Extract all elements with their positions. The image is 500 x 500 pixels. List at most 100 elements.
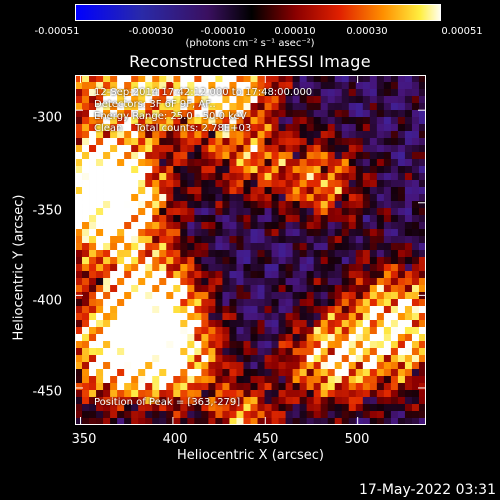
heatmap-cell bbox=[131, 215, 139, 223]
heatmap-cell bbox=[397, 138, 406, 146]
heatmap-cell bbox=[159, 306, 167, 314]
heatmap-cell bbox=[208, 271, 216, 279]
heatmap-cell bbox=[89, 411, 97, 419]
heatmap-cell bbox=[411, 131, 420, 139]
heatmap-cell bbox=[173, 180, 181, 188]
heatmap-cell bbox=[341, 334, 350, 342]
heatmap-cell bbox=[173, 271, 181, 279]
heatmap-cell bbox=[404, 173, 413, 181]
heatmap-cell bbox=[362, 341, 371, 349]
heatmap-cell bbox=[369, 243, 378, 251]
heatmap-cell bbox=[89, 201, 97, 209]
heatmap-cell bbox=[341, 418, 350, 425]
heatmap-cell bbox=[320, 327, 329, 335]
peak-annotation: Position of Peak = [363,-279] bbox=[94, 397, 241, 408]
heatmap-cell bbox=[152, 250, 160, 258]
heatmap-cell bbox=[355, 292, 364, 300]
heatmap-cell bbox=[327, 110, 336, 118]
heatmap-cell bbox=[208, 383, 216, 391]
heatmap-cell bbox=[362, 96, 371, 104]
heatmap-cell bbox=[187, 117, 195, 125]
heatmap-cell bbox=[208, 194, 216, 202]
heatmap-cell bbox=[89, 173, 97, 181]
heatmap-cell bbox=[397, 194, 406, 202]
heatmap-cell bbox=[159, 285, 167, 293]
heatmap-cell bbox=[82, 313, 90, 321]
heatmap-cell bbox=[250, 278, 258, 286]
heatmap-cell bbox=[201, 173, 209, 181]
heatmap-cell bbox=[355, 222, 364, 230]
heatmap-cell bbox=[390, 145, 399, 153]
heatmap-cell bbox=[138, 159, 146, 167]
heatmap-cell bbox=[138, 390, 146, 398]
heatmap-cell bbox=[152, 187, 160, 195]
heatmap-cell bbox=[117, 292, 125, 300]
heatmap-cell bbox=[152, 194, 160, 202]
heatmap-cell bbox=[292, 173, 301, 181]
heatmap-cell bbox=[418, 236, 426, 244]
heatmap-cell bbox=[313, 138, 322, 146]
heatmap-cell bbox=[327, 299, 336, 307]
heatmap-cell bbox=[194, 285, 202, 293]
heatmap-cell bbox=[110, 320, 118, 328]
heatmap-cell bbox=[82, 278, 90, 286]
heatmap-cell bbox=[341, 285, 350, 293]
heatmap-cell bbox=[173, 418, 181, 425]
heatmap-cell bbox=[411, 390, 420, 398]
heatmap-cell bbox=[173, 173, 181, 181]
heatmap-cell bbox=[159, 278, 167, 286]
heatmap-cell bbox=[383, 103, 392, 111]
heatmap-cell bbox=[341, 166, 350, 174]
heatmap-cell bbox=[397, 124, 406, 132]
heatmap-cell bbox=[145, 201, 153, 209]
heatmap-cell bbox=[327, 145, 336, 153]
heatmap-cell bbox=[320, 229, 329, 237]
heatmap-cell bbox=[278, 404, 286, 412]
heatmap-cell bbox=[306, 75, 315, 83]
heatmap-cell bbox=[236, 257, 244, 265]
heatmap-cell bbox=[166, 96, 174, 104]
heatmap-cell bbox=[124, 194, 132, 202]
heatmap-cell bbox=[187, 110, 195, 118]
heatmap-cell bbox=[390, 89, 399, 97]
heatmap-cell bbox=[180, 348, 188, 356]
heatmap-cell bbox=[159, 397, 167, 405]
heatmap-cell bbox=[306, 411, 315, 419]
heatmap-cell bbox=[327, 397, 336, 405]
heatmap-cell bbox=[355, 110, 364, 118]
heatmap-cell bbox=[334, 194, 343, 202]
heatmap-cell bbox=[348, 103, 357, 111]
heatmap-cell bbox=[173, 96, 181, 104]
heatmap-cell bbox=[229, 362, 237, 370]
heatmap-cell bbox=[222, 334, 230, 342]
heatmap-cell bbox=[313, 404, 322, 412]
heatmap-cell bbox=[397, 257, 406, 265]
heatmap-cell bbox=[250, 222, 258, 230]
heatmap-cell bbox=[159, 124, 167, 132]
heatmap-cell bbox=[138, 278, 146, 286]
heatmap-cell bbox=[145, 152, 153, 160]
heatmap-cell bbox=[271, 180, 279, 188]
heatmap-cell bbox=[327, 271, 336, 279]
heatmap-cell bbox=[145, 159, 153, 167]
heatmap-cell bbox=[390, 201, 399, 209]
heatmap-cell bbox=[124, 327, 132, 335]
heatmap-cell bbox=[355, 124, 364, 132]
heatmap-cell bbox=[117, 152, 125, 160]
heatmap-cell bbox=[82, 131, 90, 139]
heatmap-cell bbox=[117, 299, 125, 307]
heatmap-cell bbox=[187, 131, 195, 139]
heatmap-cell bbox=[173, 306, 181, 314]
heatmap-cell bbox=[341, 110, 350, 118]
heatmap-cell bbox=[292, 152, 301, 160]
heatmap-cell bbox=[278, 292, 286, 300]
heatmap-cell bbox=[271, 215, 279, 223]
heatmap-cell bbox=[236, 229, 244, 237]
heatmap-cell bbox=[257, 320, 265, 328]
heatmap-cell bbox=[236, 271, 244, 279]
heatmap-cell bbox=[159, 103, 167, 111]
heatmap-cell bbox=[159, 110, 167, 118]
heatmap-cell bbox=[215, 138, 223, 146]
heatmap-cell bbox=[341, 257, 350, 265]
heatmap-cell bbox=[180, 250, 188, 258]
